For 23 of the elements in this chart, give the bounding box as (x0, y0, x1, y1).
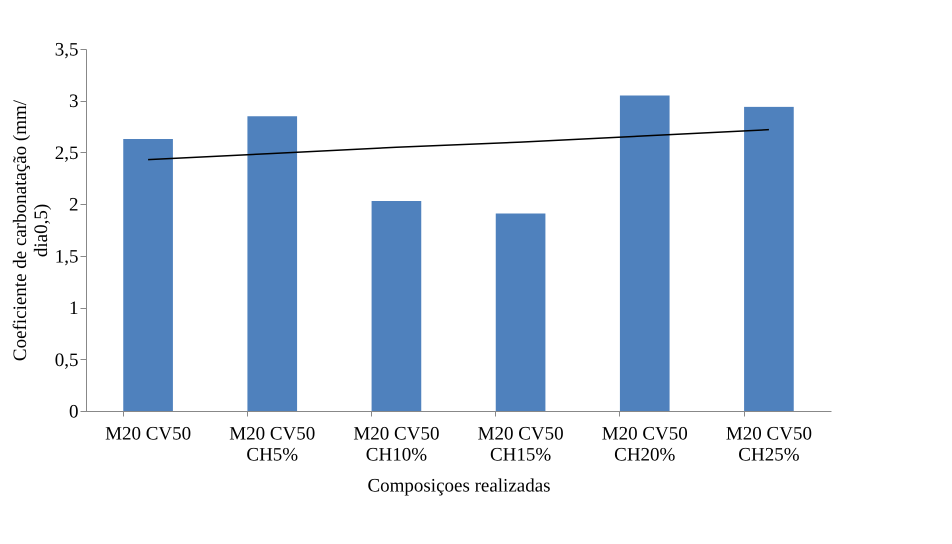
y-tick-label: 0,5 (54, 350, 78, 371)
y-axis-title: Coeficiente de carbonatação (mm/ dia0,5) (10, 99, 52, 362)
x-axis-title: Composiçoes realizadas (367, 476, 551, 496)
y-tick-label: 2 (69, 194, 78, 216)
y-tick-label: 0 (69, 402, 78, 422)
x-tick-label: M20 CV50 CH5% (229, 424, 316, 466)
x-tick-label: M20 CV50 CH15% (478, 424, 564, 466)
y-tick-label: 1,5 (54, 246, 78, 268)
bar (123, 138, 173, 411)
y-tick-label: 3 (69, 91, 78, 112)
x-tick-label: M20 CV50 CH25% (726, 424, 812, 466)
bar (372, 201, 422, 411)
bar (247, 116, 298, 411)
y-tick-label: 1 (69, 298, 78, 320)
x-tick-label: M20 CV50 CH10% (353, 424, 440, 466)
x-tick-label: M20 CV50 (105, 424, 192, 444)
y-tick-label: 2,5 (54, 142, 78, 164)
bar (744, 106, 794, 411)
x-tick-label: M20 CV50 CH20% (602, 424, 688, 466)
y-tick-label: 3,5 (54, 40, 78, 60)
bar (620, 96, 670, 411)
line-series (147, 128, 770, 160)
bar (496, 213, 546, 411)
